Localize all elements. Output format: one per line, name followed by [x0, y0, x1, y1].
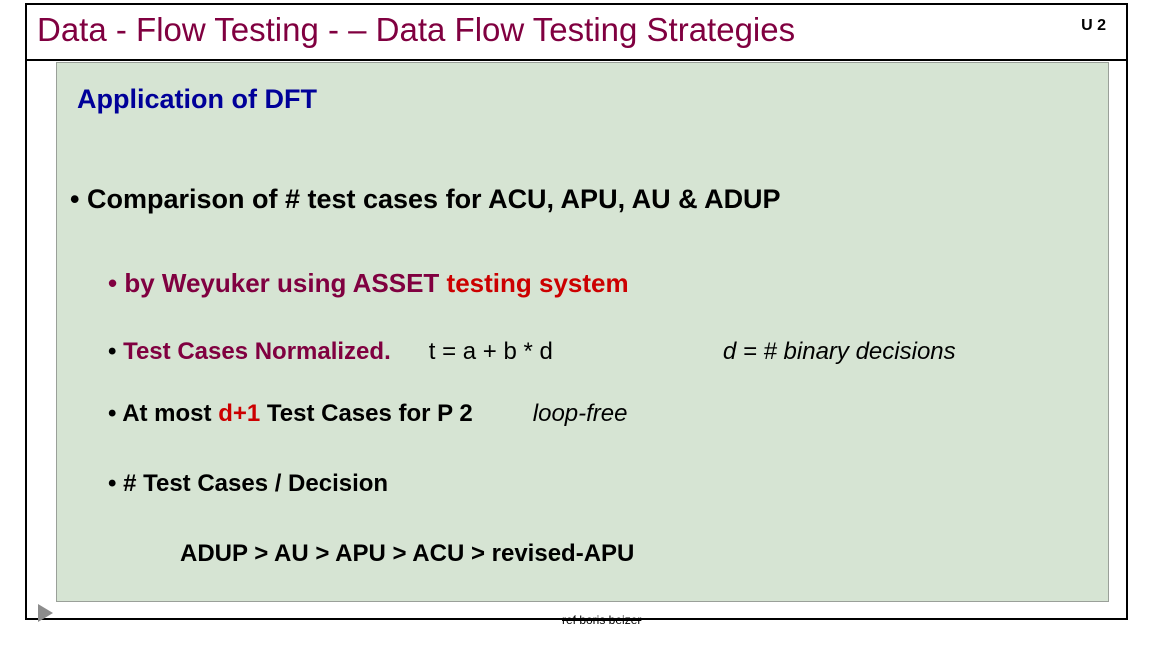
header-row: Data - Flow Testing - – Data Flow Testin…	[27, 5, 1126, 61]
weyuker-prefix: • by Weyuker using ASSET	[108, 268, 447, 298]
per-decision-line: • # Test Cases / Decision	[108, 470, 388, 498]
equation-text: t = a + b * d	[429, 338, 553, 365]
content-panel	[56, 62, 1109, 602]
section-heading: Application of DFT	[77, 84, 317, 115]
testing-system-text: testing system	[447, 268, 629, 298]
normalized-line: • Test Cases Normalized. t = a + b * d d =…	[108, 338, 956, 366]
decisions-note: d = # binary decisions	[723, 338, 956, 365]
comparison-line: • Comparison of # test cases for ACU, AP…	[70, 184, 781, 215]
atmost-text-b: Test Cases for P 2	[267, 400, 473, 427]
play-icon	[38, 604, 53, 622]
normalized-label: Test Cases Normalized.	[123, 338, 391, 365]
bullet-icon: •	[108, 400, 122, 427]
loopfree-note: loop-free	[533, 400, 628, 427]
bullet-icon: •	[108, 338, 123, 365]
ordering-chain: ADUP > AU > APU > ACU > revised-APU	[180, 540, 634, 568]
atmost-line: • At most d+1 Test Cases for P 2 loop-fre…	[108, 400, 628, 428]
d-plus-1: d+1	[218, 400, 267, 427]
slide-title: Data - Flow Testing - – Data Flow Testin…	[37, 11, 1081, 49]
weyuker-line: • by Weyuker using ASSET testing system	[108, 268, 629, 299]
footer-ref: ref boris beizer	[562, 613, 641, 627]
atmost-text-a: At most	[122, 400, 218, 427]
unit-label: U 2	[1081, 11, 1116, 35]
